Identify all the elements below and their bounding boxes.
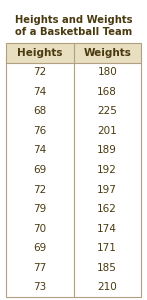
Text: Heights: Heights bbox=[17, 48, 62, 58]
Text: Heights and Weights: Heights and Weights bbox=[15, 15, 132, 25]
Text: 68: 68 bbox=[33, 106, 46, 116]
Text: 210: 210 bbox=[97, 282, 117, 292]
Text: 225: 225 bbox=[97, 106, 117, 116]
Text: 76: 76 bbox=[33, 126, 46, 136]
Text: 69: 69 bbox=[33, 243, 46, 253]
Text: 197: 197 bbox=[97, 184, 117, 194]
Text: 69: 69 bbox=[33, 165, 46, 175]
Text: 79: 79 bbox=[33, 204, 46, 214]
Text: 192: 192 bbox=[97, 165, 117, 175]
Bar bbox=[6, 43, 141, 62]
Text: 74: 74 bbox=[33, 146, 46, 155]
Text: 201: 201 bbox=[97, 126, 117, 136]
Text: 73: 73 bbox=[33, 282, 46, 292]
Text: Weights: Weights bbox=[83, 48, 131, 58]
Text: 174: 174 bbox=[97, 224, 117, 234]
Text: 168: 168 bbox=[97, 87, 117, 97]
Text: of a Basketball Team: of a Basketball Team bbox=[15, 27, 132, 37]
Text: 70: 70 bbox=[33, 224, 46, 234]
Text: 72: 72 bbox=[33, 184, 46, 194]
Text: 185: 185 bbox=[97, 263, 117, 273]
Text: 171: 171 bbox=[97, 243, 117, 253]
Text: 162: 162 bbox=[97, 204, 117, 214]
Text: 180: 180 bbox=[97, 67, 117, 77]
Text: 77: 77 bbox=[33, 263, 46, 273]
Text: 72: 72 bbox=[33, 67, 46, 77]
Text: 189: 189 bbox=[97, 146, 117, 155]
Text: 74: 74 bbox=[33, 87, 46, 97]
Bar bbox=[6, 43, 141, 297]
